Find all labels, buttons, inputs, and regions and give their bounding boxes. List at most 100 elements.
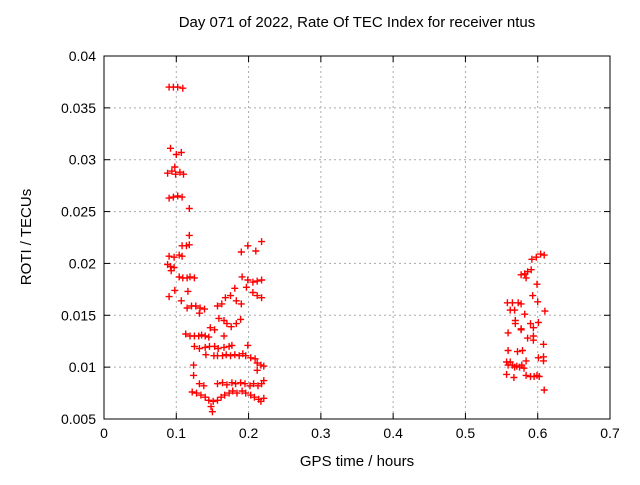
data-point [174, 192, 182, 200]
data-point [217, 393, 225, 401]
data-point [519, 347, 526, 354]
data-point [172, 170, 180, 178]
data-point [221, 294, 229, 302]
x-tick-label: 0.4 [383, 425, 403, 441]
data-point [188, 388, 196, 396]
data-point [182, 330, 190, 338]
data-point [205, 333, 213, 341]
data-point [534, 354, 542, 362]
data-point [517, 326, 525, 334]
data-point [258, 380, 266, 388]
data-point [529, 324, 537, 332]
data-point [540, 357, 547, 365]
data-point [202, 351, 210, 359]
y-tick-label: 0.03 [69, 152, 96, 168]
y-tick-label: 0.025 [61, 204, 96, 220]
data-point [524, 268, 532, 276]
data-point [237, 379, 245, 387]
data-point [167, 144, 174, 152]
y-tick-label: 0.04 [69, 48, 96, 64]
data-point [235, 352, 243, 360]
data-point [529, 292, 537, 300]
data-point [193, 389, 200, 397]
data-point [167, 267, 175, 275]
data-point [196, 304, 204, 312]
data-point [244, 276, 252, 284]
x-axis-label: GPS time / hours [300, 453, 414, 470]
data-point [249, 289, 257, 296]
data-point [184, 287, 192, 295]
data-point [206, 324, 214, 332]
data-point [254, 382, 262, 390]
data-point [165, 194, 173, 202]
data-point [227, 352, 234, 360]
data-point [170, 253, 178, 261]
data-point [231, 284, 239, 292]
data-point [208, 408, 216, 416]
x-tick-label: 0.6 [528, 425, 548, 441]
data-point [534, 298, 542, 306]
data-point [164, 169, 172, 177]
data-point [242, 352, 250, 360]
data-point [192, 302, 200, 310]
data-point [511, 320, 519, 328]
data-point [185, 231, 193, 239]
data-point [229, 387, 237, 395]
data-point [533, 280, 541, 288]
data-point [260, 394, 268, 402]
data-point [232, 297, 240, 305]
x-tick-label: 0 [100, 425, 108, 441]
data-point [534, 319, 542, 326]
data-point [218, 300, 226, 308]
data-point [250, 393, 258, 401]
data-point [504, 347, 512, 354]
data-point [186, 273, 194, 281]
data-point [171, 163, 179, 171]
x-tick-label: 0.1 [167, 425, 187, 441]
data-point [242, 283, 250, 291]
data-point [541, 307, 549, 315]
data-point [247, 354, 255, 362]
data-point [190, 371, 198, 379]
data-point [214, 380, 221, 388]
data-point [227, 323, 235, 331]
data-point [225, 389, 233, 397]
data-point [169, 193, 177, 201]
data-point [219, 379, 226, 387]
data-point [201, 332, 209, 340]
data-point [200, 382, 208, 390]
data-point [232, 320, 240, 328]
data-point [527, 266, 535, 274]
y-tick-label: 0.02 [69, 255, 96, 271]
data-point [233, 389, 241, 397]
data-point [244, 341, 252, 349]
data-point [252, 247, 260, 255]
data-point [172, 151, 180, 158]
data-point [190, 361, 198, 369]
data-point [220, 332, 228, 340]
data-point [237, 315, 245, 323]
data-point [220, 343, 228, 351]
data-point [168, 167, 176, 175]
data-point [174, 83, 182, 91]
data-point [227, 292, 234, 300]
data-point [237, 300, 245, 308]
data-point [211, 342, 219, 350]
data-point [522, 371, 530, 379]
data-point [258, 238, 266, 246]
data-point [529, 336, 537, 344]
data-point [535, 373, 543, 380]
data-point [180, 170, 187, 178]
plot-border [103, 55, 611, 420]
data-point [223, 320, 231, 328]
data-point [195, 309, 203, 317]
data-point [540, 340, 547, 348]
data-point [258, 294, 266, 302]
data-point [179, 84, 187, 92]
data-point [532, 253, 540, 261]
data-point [249, 278, 257, 286]
data-point [503, 370, 511, 378]
data-point [253, 366, 261, 374]
data-point [238, 273, 246, 281]
